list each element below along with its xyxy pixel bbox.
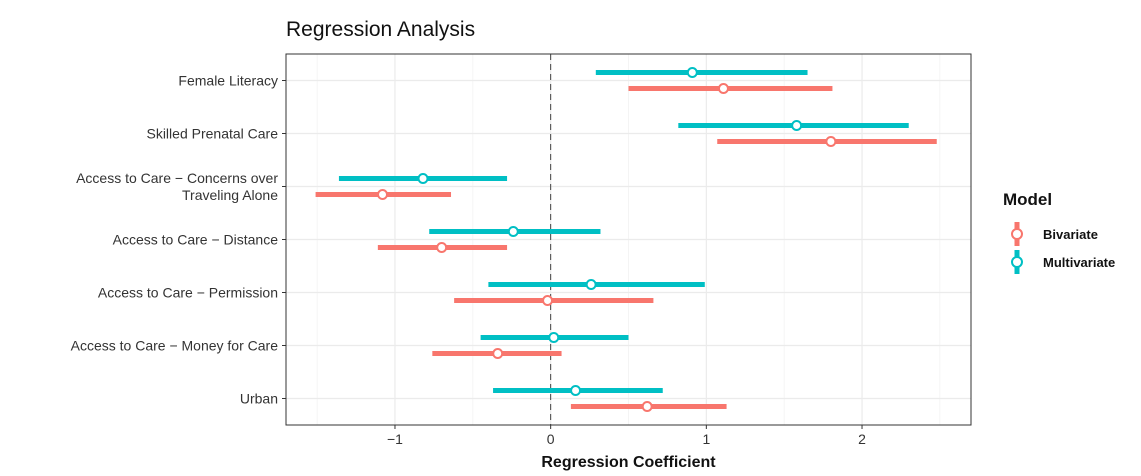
point-estimate	[543, 296, 552, 305]
legend-label: Bivariate	[1043, 227, 1098, 242]
point-estimate	[587, 280, 596, 289]
x-tick-label: 1	[702, 431, 710, 447]
point-estimate	[378, 190, 387, 199]
y-tick-label: Access to Care − Concerns over	[76, 170, 278, 186]
y-tick-label: Access to Care − Distance	[113, 232, 279, 248]
point-estimate	[719, 84, 728, 93]
y-tick-label: Traveling Alone	[182, 187, 278, 203]
point-estimate	[509, 227, 518, 236]
point-estimate	[419, 174, 428, 183]
x-tick-label: −1	[387, 431, 403, 447]
y-tick-label: Skilled Prenatal Care	[146, 126, 278, 142]
legend: Model Bivariate Multivariate	[1003, 190, 1115, 276]
legend-item: Multivariate	[1003, 248, 1115, 276]
point-estimate	[688, 68, 697, 77]
x-tick-label: 2	[858, 431, 866, 447]
point-estimate	[493, 349, 502, 358]
point-estimate	[549, 333, 558, 342]
point-estimate	[643, 402, 652, 411]
y-tick-label: Urban	[240, 391, 278, 407]
legend-key	[1003, 220, 1031, 248]
legend-label: Multivariate	[1043, 255, 1115, 270]
legend-item: Bivariate	[1003, 220, 1115, 248]
point-estimate	[571, 386, 580, 395]
x-axis-title: Regression Coefficient	[286, 454, 971, 472]
legend-title: Model	[1003, 190, 1115, 210]
legend-items: Bivariate Multivariate	[1003, 220, 1115, 276]
y-tick-label: Access to Care − Money for Care	[71, 338, 279, 354]
legend-key-point	[1012, 229, 1022, 239]
y-tick-label: Female Literacy	[178, 73, 278, 89]
legend-key	[1003, 248, 1031, 276]
legend-key-point	[1012, 257, 1022, 267]
y-tick-label: Access to Care − Permission	[98, 285, 278, 301]
point-estimate	[826, 137, 835, 146]
point-estimate	[437, 243, 446, 252]
x-tick-label: 0	[547, 431, 555, 447]
point-estimate	[792, 121, 801, 130]
